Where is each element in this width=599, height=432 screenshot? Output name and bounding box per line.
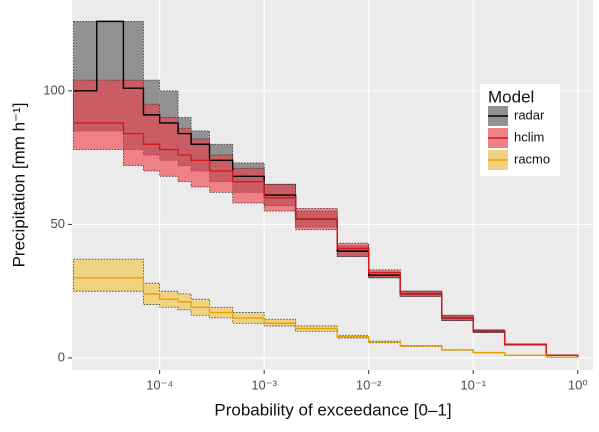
x-tick-label: 10⁻³ — [251, 377, 277, 392]
plot-area — [73, 20, 579, 358]
step-line — [73, 277, 579, 358]
legend-label: radar — [514, 107, 545, 122]
step-line — [73, 122, 579, 358]
x-tick-label: 10⁻¹ — [460, 377, 486, 392]
x-tick-label: 10⁻² — [356, 377, 382, 392]
legend-label: hclim — [514, 129, 544, 144]
y-tick-label: 100 — [43, 82, 65, 97]
y-tick-label: 0 — [58, 349, 65, 364]
panel — [72, 0, 593, 370]
legend-title: Model — [488, 87, 534, 106]
x-axis-title: Probability of exceedance [0–1] — [214, 400, 451, 419]
y-tick-label: 50 — [51, 216, 65, 231]
x-tick-label: 10⁻⁴ — [146, 377, 173, 392]
x-tick-label: 10⁰ — [568, 377, 588, 392]
y-axis-title: Precipitation [mm h⁻¹] — [9, 103, 28, 268]
legend-label: racmo — [514, 151, 550, 166]
